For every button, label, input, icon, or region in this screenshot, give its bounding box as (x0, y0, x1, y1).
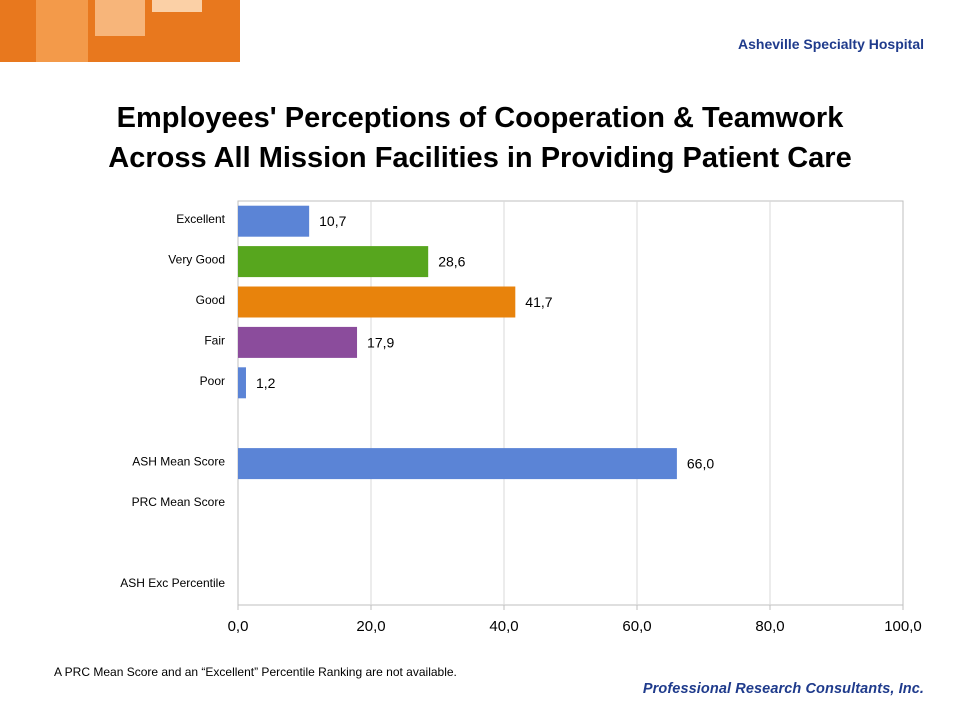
bar (238, 205, 310, 237)
x-tick-label: 20,0 (356, 618, 385, 635)
header-decoration (0, 0, 240, 62)
category-label: Good (196, 293, 225, 307)
footnote: A PRC Mean Score and an “Excellent” Perc… (54, 665, 457, 679)
header-light-block (95, 0, 145, 36)
hospital-name: Asheville Specialty Hospital (738, 36, 924, 52)
bar-value-label: 66,0 (687, 456, 714, 472)
prc-logo: Professional Research Consultants, Inc. (642, 681, 924, 697)
plot-area (237, 200, 904, 606)
bar (238, 326, 358, 358)
bar (238, 246, 429, 278)
x-tick-label: 80,0 (755, 618, 784, 635)
category-label: Very Good (168, 253, 225, 267)
chart-title: Employees' Perceptions of Cooperation & … (0, 98, 960, 178)
category-label: Fair (204, 333, 225, 347)
chart-title-line-2: Across All Mission Facilities in Providi… (108, 142, 852, 174)
chart-title-line-1: Employees' Perceptions of Cooperation & … (116, 102, 844, 134)
header-light-block (36, 0, 88, 62)
category-label: Poor (200, 374, 225, 388)
category-label: Excellent (176, 212, 225, 226)
bar-value-label: 10,7 (319, 213, 346, 229)
category-label: ASH Mean Score (132, 455, 225, 469)
header-light-block (152, 0, 202, 12)
bar-value-label: 1,2 (256, 375, 276, 391)
category-label: ASH Exc Percentile (120, 576, 225, 590)
x-tick-label: 100,0 (884, 618, 922, 635)
bar-value-label: 17,9 (367, 334, 394, 350)
bar-value-label: 41,7 (525, 294, 552, 310)
bar (238, 286, 516, 318)
bar (238, 367, 246, 399)
bar-value-label: 28,6 (438, 254, 465, 270)
x-tick-label: 40,0 (489, 618, 518, 635)
x-tick-label: 0,0 (228, 618, 249, 635)
bar (238, 448, 677, 480)
x-tick-label: 60,0 (622, 618, 651, 635)
category-label: PRC Mean Score (132, 495, 226, 509)
